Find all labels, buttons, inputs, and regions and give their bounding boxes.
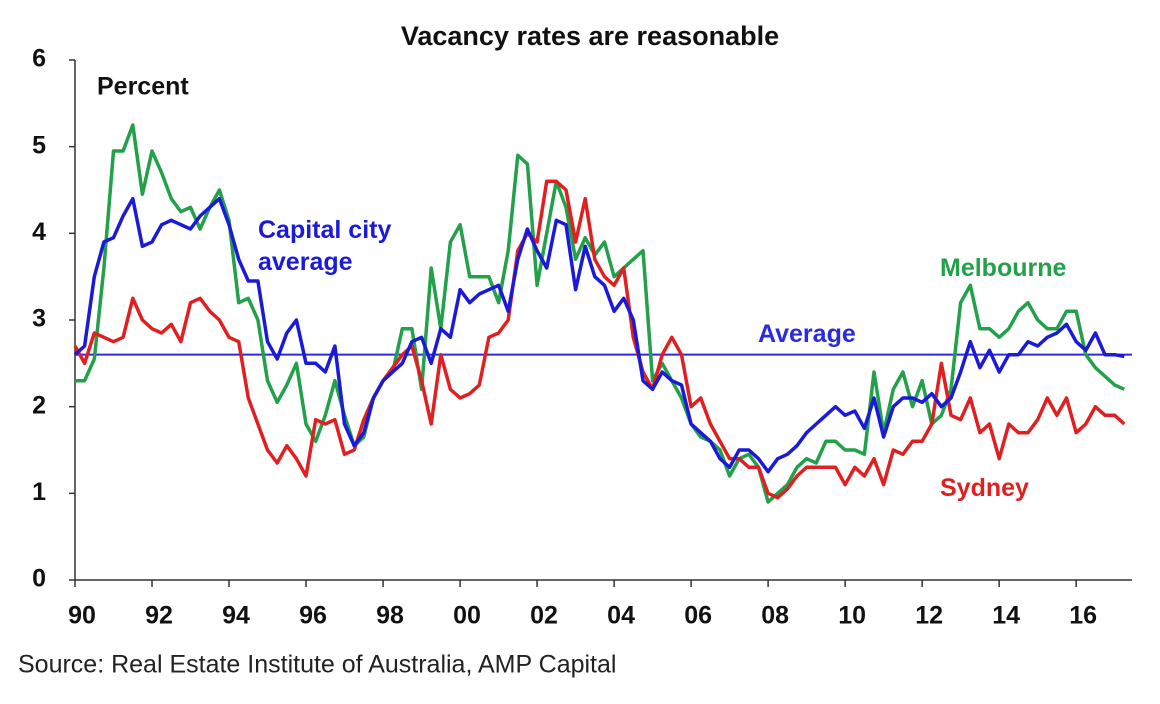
y-tick-label: 0 <box>32 565 46 593</box>
x-tick-label: 04 <box>607 602 635 630</box>
y-tick-label: 1 <box>32 478 46 506</box>
x-tick-label: 02 <box>530 602 558 630</box>
x-tick-label: 06 <box>684 602 712 630</box>
chart-title: Vacancy rates are reasonable <box>401 21 779 51</box>
y-tick-label: 6 <box>32 45 46 73</box>
series-label: Capital city average <box>258 216 392 276</box>
x-tick-label: 92 <box>145 602 173 630</box>
x-tick-label: 00 <box>453 602 481 630</box>
y-tick-label: 5 <box>32 131 46 159</box>
x-tick-label: 16 <box>1069 602 1097 630</box>
source-note: Source: Real Estate Institute of Austral… <box>18 651 616 679</box>
series-line <box>73 179 1126 500</box>
series-label: Average <box>758 320 856 348</box>
series-line <box>75 123 1126 504</box>
x-tick-label: 98 <box>376 602 404 630</box>
x-tick-label: 96 <box>299 602 327 630</box>
y-tick-label: 2 <box>32 391 46 419</box>
series-line <box>73 196 1125 474</box>
y-tick-label: 3 <box>32 305 46 333</box>
series-label: Sydney <box>940 474 1029 502</box>
y-tick-label: 4 <box>32 218 46 246</box>
y-axis-label: Percent <box>97 73 189 101</box>
x-tick-label: 94 <box>222 602 250 630</box>
x-tick-label: 10 <box>838 602 866 630</box>
x-tick-label: 08 <box>761 602 789 630</box>
x-tick-label: 12 <box>915 602 943 630</box>
x-tick-label: 90 <box>68 602 96 630</box>
series-label: Melbourne <box>940 254 1067 282</box>
x-tick-label: 14 <box>992 602 1020 630</box>
